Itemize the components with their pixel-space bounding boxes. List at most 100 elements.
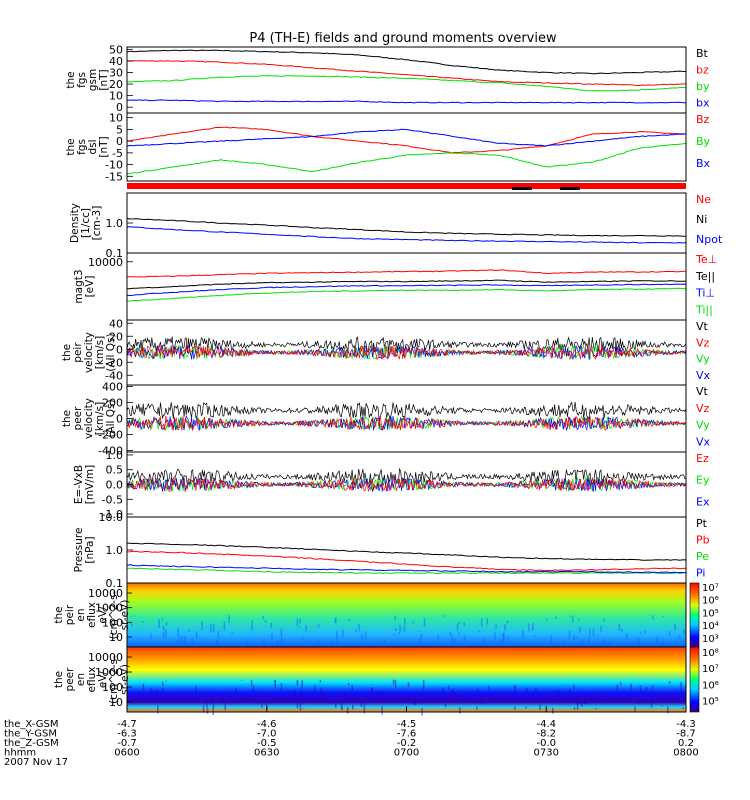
spectrogram-texture bbox=[352, 705, 354, 710]
spectrogram-texture bbox=[652, 685, 654, 690]
y-tick-label: 10 bbox=[109, 631, 123, 644]
legend-Npot: Npot bbox=[696, 233, 723, 246]
spectrogram-texture bbox=[407, 682, 410, 688]
spectrogram-texture bbox=[578, 618, 580, 621]
series-Ti|| bbox=[126, 287, 687, 302]
spectrogram-texture bbox=[423, 617, 426, 627]
y-axis-label: the bbox=[53, 606, 65, 623]
spectrogram-texture bbox=[210, 624, 212, 633]
spectrogram-texture bbox=[314, 684, 316, 693]
y-axis-label: the bbox=[61, 410, 73, 427]
spectrogram-texture bbox=[503, 632, 505, 642]
panel-peer-eflux: 10⁸ 10⁷ 10⁶ 10⁵ 10000 1000 100 10 the peer en eflux… bbox=[53, 646, 719, 716]
y-tick-label: 0 bbox=[116, 413, 123, 426]
spectrogram-texture bbox=[616, 684, 619, 690]
spectrogram-texture bbox=[165, 622, 168, 626]
spectrogram-texture bbox=[142, 621, 144, 623]
chart-title: P4 (TH-E) fields and ground moments over… bbox=[249, 31, 557, 46]
spectrogram-texture bbox=[280, 683, 283, 692]
spectrogram-texture bbox=[263, 639, 265, 646]
spectrogram-texture bbox=[637, 637, 640, 645]
spectrogram-texture bbox=[608, 642, 611, 646]
legend-Vt: Vt bbox=[696, 385, 709, 398]
y-axis-label: fgs bbox=[76, 72, 88, 88]
y-tick-label: 0 bbox=[116, 135, 123, 148]
spectrogram-texture bbox=[202, 704, 205, 713]
spectrogram-texture bbox=[246, 694, 248, 702]
spectrogram-texture bbox=[507, 637, 510, 640]
y-axis-label: eV/ bbox=[97, 670, 109, 688]
spectrogram-texture bbox=[476, 706, 478, 710]
spectrogram-texture bbox=[137, 693, 140, 702]
y-axis-label: [km/s] bbox=[94, 402, 106, 436]
spectrogram-texture bbox=[296, 679, 299, 686]
spectrogram-texture bbox=[394, 680, 397, 688]
y-axis-label: [km/s] bbox=[94, 336, 106, 370]
spectrogram-texture bbox=[535, 687, 537, 692]
series-noise-red bbox=[126, 344, 687, 361]
orbit-row-value: -6.3 bbox=[117, 729, 137, 740]
spectrogram-texture bbox=[442, 687, 444, 697]
panel-frame bbox=[126, 252, 687, 321]
spectrogram-texture bbox=[474, 698, 476, 703]
spectrogram-texture bbox=[246, 641, 248, 650]
series-Pe bbox=[126, 567, 687, 575]
spectrogram-texture bbox=[645, 686, 648, 691]
spectrogram-texture bbox=[330, 641, 333, 647]
series-noise-blue bbox=[126, 415, 687, 432]
y-axis-label: fgs bbox=[76, 139, 88, 155]
series-noise-black bbox=[126, 401, 687, 420]
spectrogram-texture bbox=[488, 685, 490, 690]
spectrogram-texture bbox=[573, 684, 575, 690]
spectrogram-texture bbox=[259, 700, 261, 703]
spectrogram-texture bbox=[581, 702, 583, 707]
spectrogram-texture bbox=[437, 634, 440, 641]
spectrogram-texture bbox=[381, 706, 383, 715]
spectrogram-texture bbox=[277, 640, 279, 650]
spectrogram-texture bbox=[131, 696, 133, 700]
y-tick-label: -400 bbox=[98, 444, 123, 457]
y-axis-label: the bbox=[65, 138, 77, 155]
spectrogram-texture bbox=[301, 680, 303, 689]
spectrogram-texture bbox=[334, 698, 337, 708]
spectrogram-texture bbox=[486, 618, 489, 625]
spectrogram-texture bbox=[358, 624, 360, 632]
spectrogram-texture bbox=[161, 681, 164, 686]
spectrogram-texture bbox=[216, 640, 218, 650]
spectrogram-texture bbox=[164, 629, 167, 638]
spectrogram-texture bbox=[579, 698, 581, 704]
spectrogram-texture bbox=[561, 695, 563, 699]
spectrogram-texture bbox=[280, 637, 283, 645]
spectrogram-texture bbox=[252, 685, 255, 693]
spectrogram-texture bbox=[181, 635, 183, 643]
spectrogram-texture bbox=[682, 707, 684, 710]
spectrogram-texture bbox=[251, 620, 254, 624]
spectrogram-texture bbox=[650, 699, 653, 708]
orbit-row-value: -8.2 bbox=[536, 729, 556, 740]
spectrogram-texture bbox=[662, 616, 664, 618]
spectrogram-texture bbox=[336, 641, 338, 644]
spectrogram-texture bbox=[347, 682, 350, 686]
y-axis-label: peir bbox=[72, 342, 84, 363]
spectrogram-texture bbox=[162, 631, 165, 639]
spectrogram-texture bbox=[594, 707, 597, 710]
spectrogram-texture bbox=[419, 631, 421, 632]
spectrogram-texture bbox=[414, 699, 417, 706]
spectrogram-texture bbox=[317, 623, 320, 628]
spectrogram-texture bbox=[451, 634, 453, 644]
y-axis-label: [1/cc] bbox=[80, 208, 92, 238]
colorbar-tick-label: 10⁵ bbox=[702, 608, 719, 619]
y-tick-label: 20 bbox=[109, 330, 123, 343]
spectrogram-texture bbox=[355, 629, 357, 633]
y-axis-label: peir bbox=[64, 604, 76, 625]
status-bar bbox=[127, 183, 686, 189]
spectrogram-texture bbox=[232, 691, 235, 693]
series-Ti⊥ bbox=[126, 283, 687, 297]
spectrogram-texture bbox=[206, 700, 208, 708]
spectrogram-texture bbox=[620, 682, 622, 686]
colorbar-tick-label: 10⁵ bbox=[702, 697, 719, 708]
series-bz bbox=[126, 60, 686, 87]
status-mark bbox=[512, 187, 532, 190]
orbit-row-value: -4.7 bbox=[117, 719, 137, 730]
